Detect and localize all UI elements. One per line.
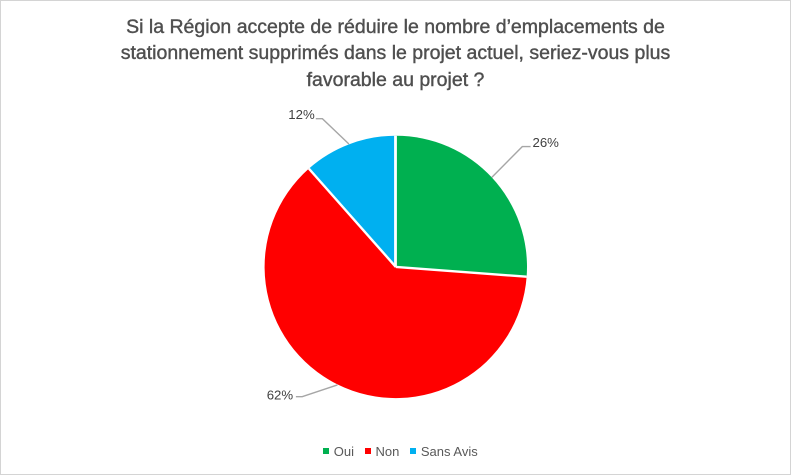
svg-text:26%: 26% bbox=[533, 135, 560, 150]
svg-text:12%: 12% bbox=[288, 107, 315, 122]
svg-text:62%: 62% bbox=[267, 387, 294, 402]
